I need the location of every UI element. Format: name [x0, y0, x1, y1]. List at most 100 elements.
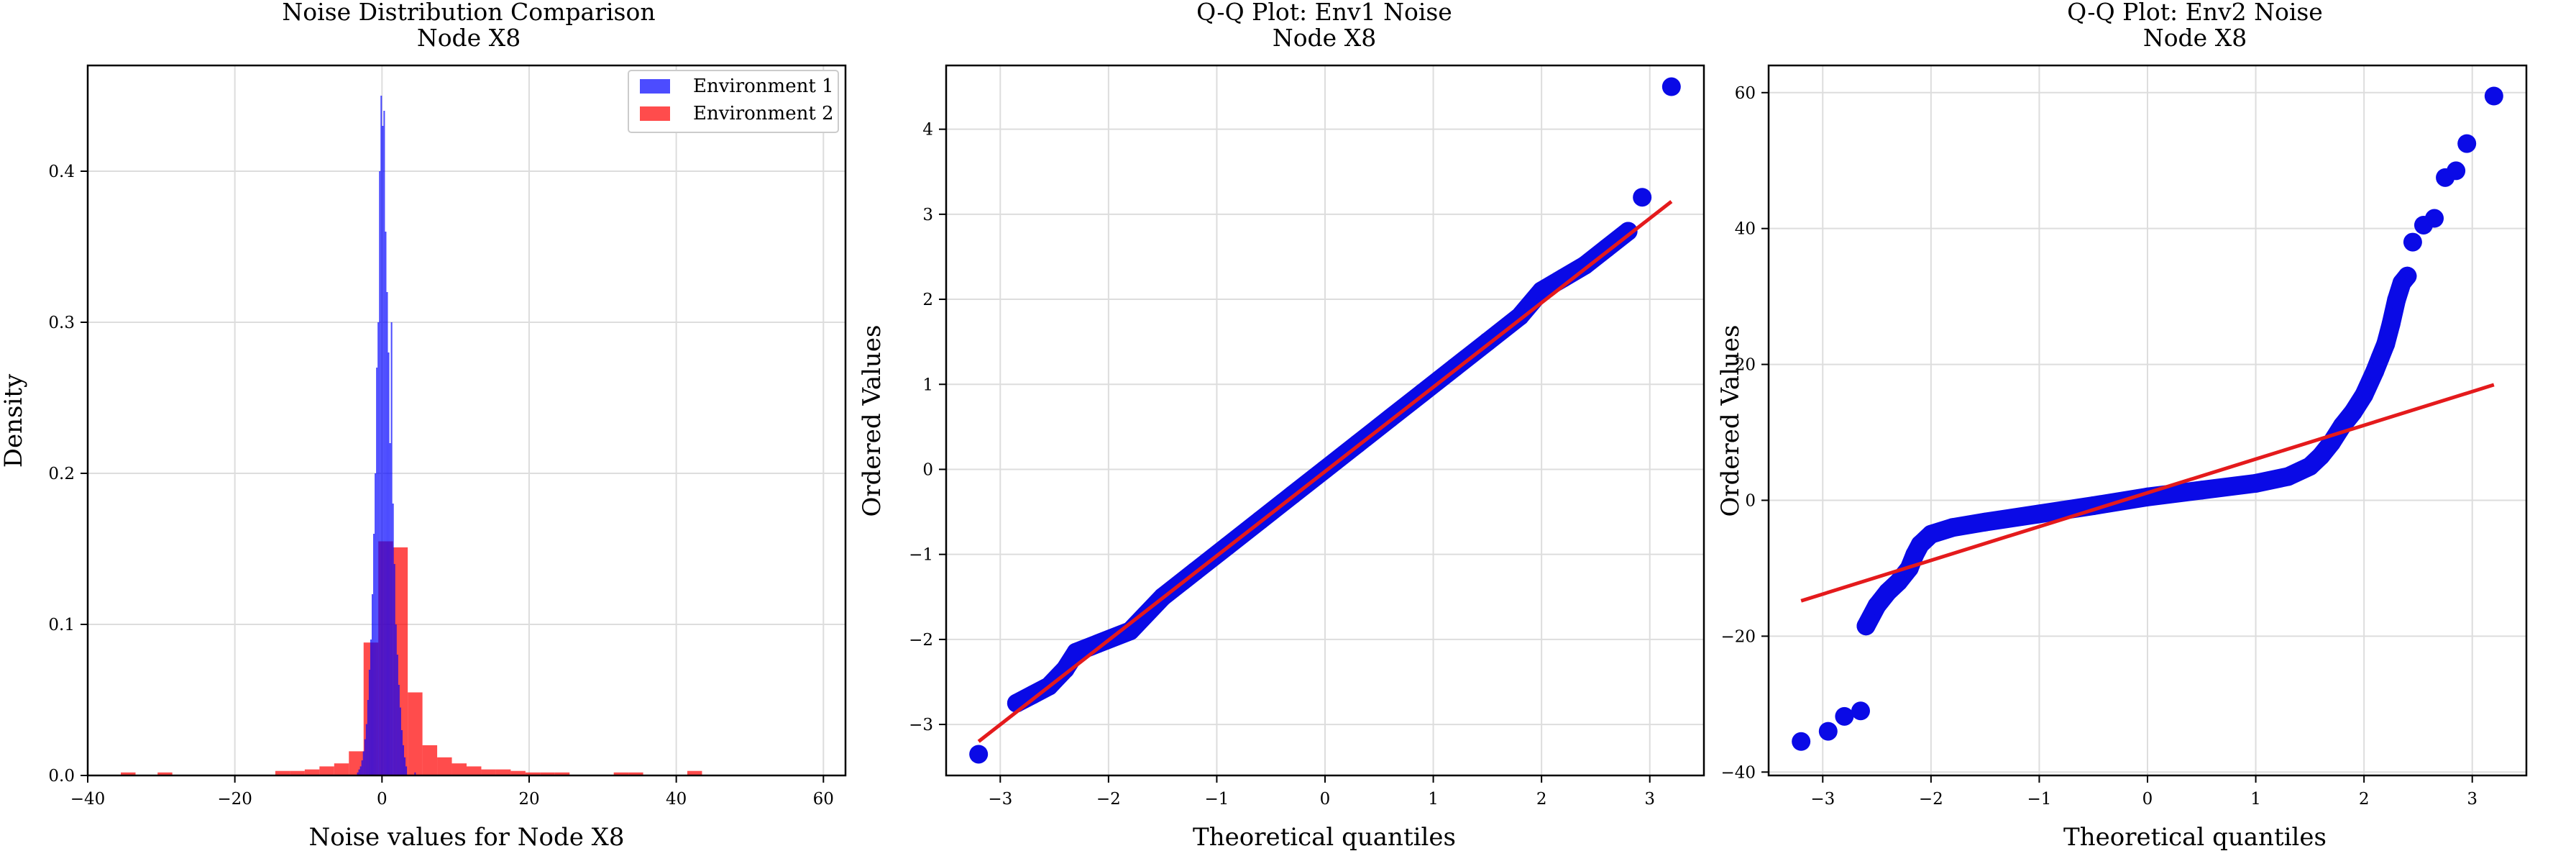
histogram-bar-env2: [290, 770, 305, 775]
histogram-bar-env2: [422, 745, 438, 775]
y-tick-label: 0.1: [48, 616, 75, 634]
y-tick-label: −40: [1720, 763, 1756, 782]
qq-points: [1792, 86, 2503, 751]
y-axis-label: Density: [0, 373, 28, 468]
x-tick-label: 0: [377, 790, 388, 809]
histogram-bar-env2: [121, 772, 136, 775]
histogram-bar-env1: [373, 534, 375, 775]
histogram-bar-env1: [398, 685, 400, 775]
y-tick-label: 0: [1745, 491, 1756, 510]
histogram-bar-env1: [375, 473, 377, 775]
histogram-bar-env2: [437, 757, 452, 775]
histogram-bar-env1: [414, 772, 416, 775]
x-tick-label: 0: [1320, 790, 1331, 809]
x-tick-label: −2: [1096, 790, 1121, 809]
axis-ticks: −3 −2 −1 0 1 2 3 −40 −20 0 20 40 60: [1720, 84, 2478, 809]
y-tick-label: 1: [922, 376, 933, 394]
y-tick-label: 0.0: [48, 767, 75, 786]
histogram-bar-env1: [365, 724, 367, 775]
y-tick-label: −20: [1720, 627, 1756, 646]
x-axis-label: Noise values for Node X8: [309, 823, 625, 851]
qq-point: [1889, 572, 1908, 591]
histogram-bar-env1: [367, 700, 369, 775]
histogram-bar-env1: [376, 368, 378, 775]
histogram-bar-env1: [357, 772, 359, 775]
histogram-bar-env1: [389, 443, 391, 775]
y-tick-label: 20: [1735, 356, 1756, 375]
x-tick-label: 2: [1536, 790, 1547, 809]
plot-frame: [86, 64, 847, 777]
qq-plot-env2-panel: Q-Q Plot: Env2 Noise Node X8 −3 −2 −1 0 1 2 3−…: [1716, 0, 2528, 851]
y-tick-label: −2: [909, 631, 933, 650]
x-tick-label: −20: [217, 790, 252, 809]
histogram-bar-env1: [361, 760, 363, 775]
chart-subtitle: Node X8: [417, 24, 521, 52]
x-tick-label: −40: [70, 790, 106, 809]
qq-point: [1618, 222, 1638, 241]
histogram-bar-env1: [396, 655, 398, 775]
axis-ticks: −40 −20 0 20 40 60 0.0 0.1 0.2 0.3 0.4: [48, 163, 834, 809]
histogram-bar-env2: [408, 692, 423, 775]
histogram-bar-env1: [405, 766, 408, 775]
grid-lines: [1769, 65, 2526, 775]
histogram-bar-env1: [404, 757, 406, 775]
x-axis-label: Theoretical quantiles: [2063, 823, 2327, 851]
qq-point: [1023, 685, 1042, 704]
histogram-bar-env2: [613, 772, 629, 775]
histogram-bar-env2: [275, 770, 290, 775]
qq-point: [1633, 188, 1652, 207]
qq-point: [2484, 86, 2503, 106]
histogram-bar-env2: [452, 763, 467, 775]
x-axis-label: Theoretical quantiles: [1193, 823, 1456, 851]
qq-point: [1597, 239, 1616, 258]
histogram-bar-env1: [393, 564, 395, 775]
histogram-bar-env1: [400, 730, 403, 775]
histogram-panel: Noise Distribution Comparison Node X8 −4…: [0, 0, 847, 851]
qq-point: [1511, 306, 1530, 326]
y-tick-label: −3: [909, 716, 933, 734]
chart-title: Q-Q Plot: Env1 Noise: [1196, 0, 1452, 26]
qq-point: [2192, 481, 2211, 500]
histogram-bar-env2: [628, 772, 643, 775]
x-tick-label: −1: [2027, 790, 2051, 809]
histogram-bar-env2: [495, 769, 511, 775]
histogram-bar-env1: [395, 624, 397, 775]
y-tick-label: 0.3: [48, 314, 75, 332]
histogram-bar-env1: [390, 322, 393, 775]
qq-fit-line: [1800, 383, 2495, 603]
qq-point: [1851, 701, 1870, 721]
y-tick-label: 0: [922, 460, 933, 479]
legend-label-env2: Environment 2: [693, 103, 834, 124]
chart-subtitle: Node X8: [2143, 24, 2247, 52]
x-tick-label: 60: [813, 790, 834, 809]
histogram-bars: [121, 96, 702, 775]
qq-point: [1856, 616, 1876, 636]
histogram-bar-env1: [358, 769, 360, 775]
x-tick-label: −1: [1204, 790, 1229, 809]
histogram-bar-env2: [467, 766, 482, 775]
histogram-bar-env1: [399, 707, 401, 775]
qq-point: [1088, 634, 1107, 653]
qq-point: [1867, 596, 1887, 615]
legend-label-env1: Environment 1: [693, 76, 834, 97]
qq-point: [2278, 467, 2298, 486]
qq-point: [1943, 518, 1962, 537]
histogram-bar-env2: [304, 769, 320, 775]
qq-point: [969, 745, 989, 764]
histogram-bar-env1: [377, 322, 380, 775]
qq-point: [2344, 402, 2363, 422]
qq-point: [1818, 722, 1838, 741]
x-tick-label: 1: [1428, 790, 1439, 809]
histogram-bar-env1: [368, 670, 370, 775]
qq-points: [969, 77, 1681, 764]
chart-title: Q-Q Plot: Env2 Noise: [2067, 0, 2323, 26]
grid-lines: [87, 65, 845, 776]
qq-point: [2398, 266, 2417, 286]
qq-fit-line: [977, 200, 1673, 743]
histogram-bar-env2: [157, 772, 173, 775]
histogram-bar-env1: [359, 766, 362, 775]
qq-point: [1792, 732, 1811, 751]
legend-swatch-env1: [640, 79, 670, 94]
histogram-bar-env2: [319, 766, 334, 775]
